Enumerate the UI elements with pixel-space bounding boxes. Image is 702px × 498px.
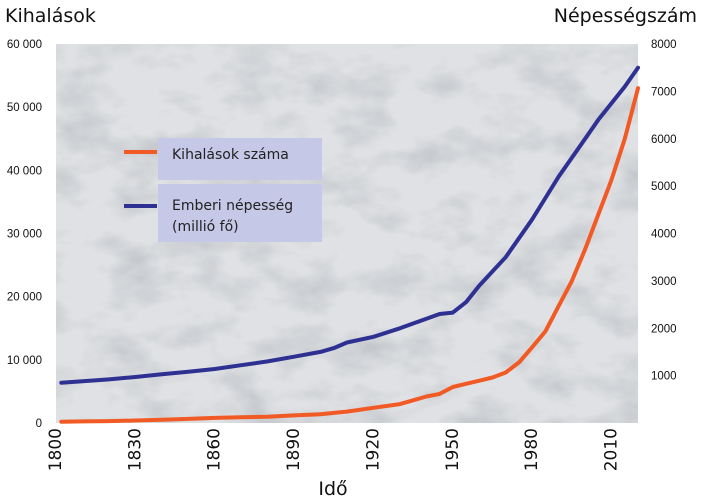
left-axis-title: Kihalások [5,5,96,27]
left-tick-label: 60 000 [7,39,42,51]
x-axis-title: Idő [318,478,347,498]
right-tick-label: 3000 [651,276,677,288]
x-tick-label: 1950 [443,428,463,471]
left-tick-label: 10 000 [7,355,42,367]
x-tick-label: 1830 [125,428,145,471]
series-line-0 [59,86,640,424]
x-tick-labels: 1800 1830 1860 1890 1920 1950 1980 2010 [46,428,622,471]
left-tick-label: 50 000 [7,102,42,114]
left-tick-label: 20 000 [7,292,42,304]
right-tick-label: 7000 [651,86,677,98]
right-tick-label: 6000 [651,134,677,146]
series-layer [59,65,640,424]
left-y-tick-labels: 0 10 000 20 000 30 000 40 000 50 000 60 000 [7,39,42,430]
x-tick-label: 1860 [205,428,225,471]
x-tick-label: 1920 [363,428,383,471]
right-tick-label: 1000 [651,371,677,383]
left-tick-label: 30 000 [7,229,42,241]
series-line-1 [59,65,640,385]
right-tick-label: 5000 [651,181,677,193]
legend: Kihalások száma Emberi népesség (millió … [124,138,322,242]
legend-box-population [158,184,322,242]
right-tick-label: 2000 [651,323,677,335]
legend-label-population-line2: (millió fő) [172,219,239,235]
x-tick-label: 1800 [46,428,66,471]
legend-box-extinctions [158,138,322,180]
x-tick-label: 1890 [284,428,304,471]
left-tick-label: 40 000 [7,165,42,177]
legend-label-extinctions: Kihalások száma [172,147,289,163]
right-tick-label: 8000 [651,39,677,51]
right-tick-label: 4000 [651,229,677,241]
legend-label-population-line1: Emberi népesség [172,198,293,214]
right-axis-title: Népességszám [554,5,697,27]
left-tick-label: 0 [36,418,42,430]
x-tick-label: 2010 [602,428,622,471]
plot-marble-texture [56,44,638,423]
plot-area [56,44,638,423]
right-y-tick-labels: 1000 2000 3000 4000 5000 6000 7000 8000 [651,39,677,383]
x-tick-label: 1980 [522,428,542,471]
